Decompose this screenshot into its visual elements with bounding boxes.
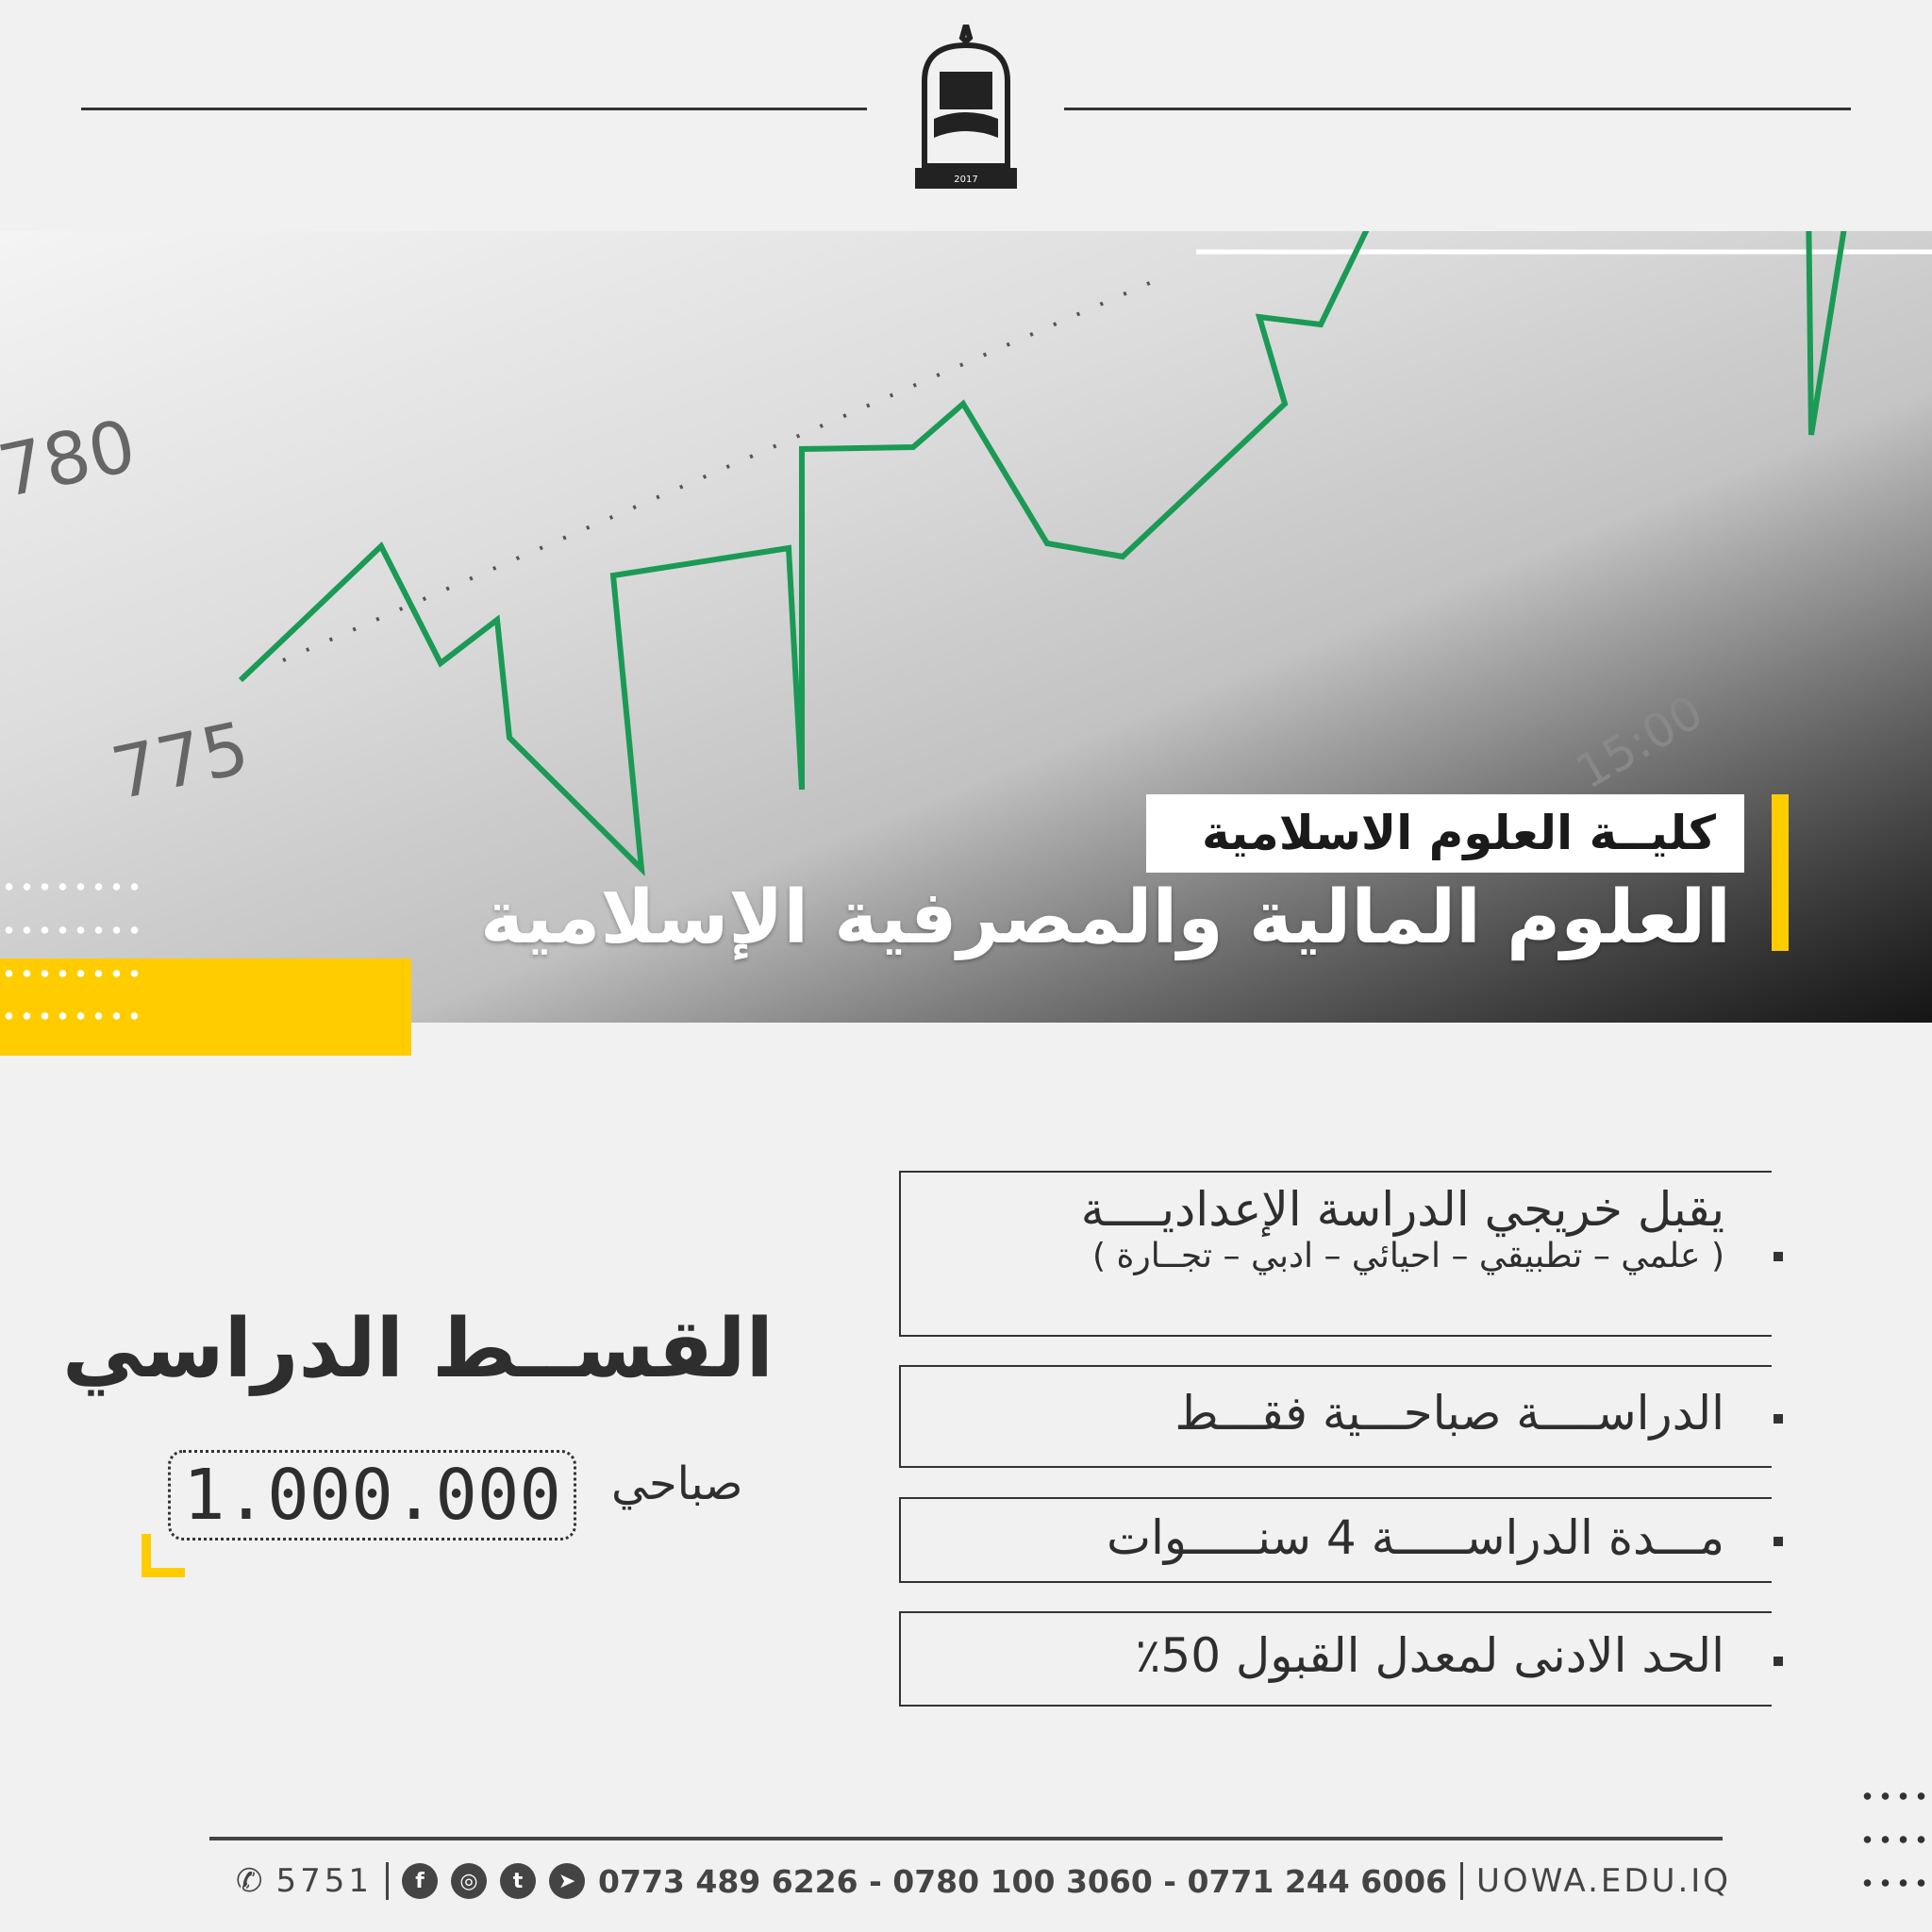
bullet-icon bbox=[1774, 1414, 1783, 1424]
bullet-icon bbox=[1774, 1657, 1783, 1666]
requirement-duration: مـــدة الدراســـــة 4 سنـــــوات bbox=[899, 1497, 1783, 1583]
divider bbox=[386, 1862, 390, 1900]
logo-year: 2017 bbox=[954, 175, 977, 185]
yellow-corner-accent bbox=[142, 1534, 185, 1577]
requirement-text: يقبل خريجي الدراسة الإعداديــــة bbox=[1080, 1182, 1724, 1237]
website-link[interactable]: UOWA.EDU.IQ bbox=[1476, 1862, 1732, 1900]
yellow-vertical-bar bbox=[1772, 794, 1789, 951]
university-logo: 2017 bbox=[911, 14, 1021, 192]
requirement-text: الدراســــة صباحـــية فقـــط bbox=[1174, 1386, 1724, 1441]
short-number[interactable]: 5751 bbox=[275, 1862, 374, 1900]
decor-dots-left bbox=[0, 926, 142, 934]
decor-dots-left bbox=[0, 1012, 142, 1020]
requirement-text: الحد الادنى لمعدل القبول 50٪ bbox=[1135, 1628, 1724, 1683]
footer-rule bbox=[209, 1837, 1723, 1840]
stock-chart-photo: 780 775 15:00 bbox=[0, 231, 1932, 1023]
fees-title: القســط الدراسي bbox=[61, 1302, 774, 1396]
header-rule-right bbox=[1064, 108, 1851, 110]
bullet-icon bbox=[1774, 1537, 1783, 1546]
header-rule-left bbox=[81, 108, 867, 110]
requirement-subtext: ( علمي – تطبيقي – احيائي – ادبي – تجــار… bbox=[1092, 1237, 1724, 1275]
decor-dots-left bbox=[0, 883, 142, 891]
requirement-text: مـــدة الدراســـــة 4 سنـــــوات bbox=[1106, 1510, 1724, 1565]
decor-dots-bottom-right bbox=[1858, 1879, 1932, 1887]
decor-dots-bottom-right bbox=[1858, 1792, 1932, 1800]
fees-shift-label: صباحي bbox=[611, 1457, 743, 1510]
phone-numbers[interactable]: 0773 489 6226 - 0780 100 3060 - 0771 244… bbox=[598, 1862, 1448, 1900]
decor-dots-left bbox=[0, 970, 142, 977]
telegram-icon[interactable]: ➤ bbox=[549, 1863, 586, 1899]
requirement-min-grade: الحد الادنى لمعدل القبول 50٪ bbox=[899, 1611, 1783, 1707]
bullet-icon bbox=[1774, 1252, 1783, 1261]
decor-dots-bottom-right bbox=[1858, 1836, 1932, 1843]
facebook-icon[interactable]: f bbox=[402, 1863, 439, 1899]
college-name: كليــة العلوم الاسلامية bbox=[1146, 794, 1744, 873]
requirement-admission: يقبل خريجي الدراسة الإعداديــــة ( علمي … bbox=[899, 1171, 1783, 1337]
department-title: العلوم المالية والمصرفية الإسلامية bbox=[479, 875, 1731, 960]
fees-amount: 1.000.000 bbox=[168, 1450, 576, 1541]
phone-icon: ✆ bbox=[236, 1862, 263, 1900]
price-line bbox=[238, 231, 1847, 876]
instagram-icon[interactable]: ◎ bbox=[451, 1863, 488, 1899]
divider bbox=[1460, 1862, 1464, 1900]
twitter-icon[interactable]: t bbox=[500, 1863, 537, 1899]
requirement-shift: الدراســــة صباحـــية فقـــط bbox=[899, 1365, 1783, 1468]
footer-contact: ✆ 5751 f ◎ t ➤ 0773 489 6226 - 0780 100 … bbox=[236, 1857, 1731, 1906]
